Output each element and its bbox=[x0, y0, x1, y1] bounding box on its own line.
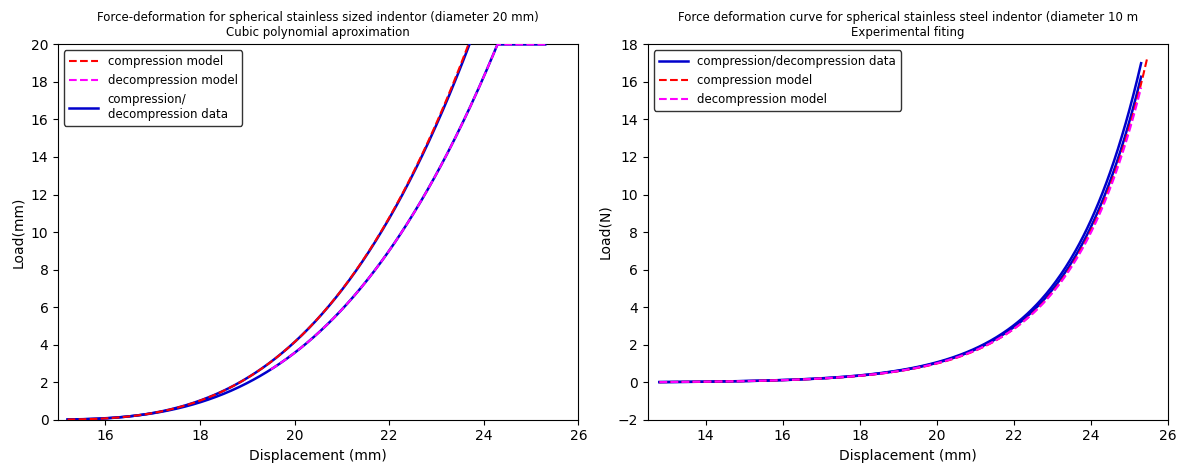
Legend: compression/decompression data, compression model, decompression model: compression/decompression data, compress… bbox=[653, 50, 901, 110]
Y-axis label: Load(N): Load(N) bbox=[599, 205, 612, 259]
X-axis label: Displacement (mm): Displacement (mm) bbox=[249, 449, 387, 463]
Legend: compression model, decompression model, compression/
decompression data: compression model, decompression model, … bbox=[64, 50, 242, 126]
X-axis label: Displacement (mm): Displacement (mm) bbox=[839, 449, 977, 463]
Title: Force deformation curve for spherical stainless steel indentor (diameter 10 m
Ex: Force deformation curve for spherical st… bbox=[678, 11, 1138, 39]
Title: Force-deformation for spherical stainless sized indentor (diameter 20 mm)
Cubic : Force-deformation for spherical stainles… bbox=[97, 11, 539, 39]
Y-axis label: Load(mm): Load(mm) bbox=[11, 196, 25, 268]
